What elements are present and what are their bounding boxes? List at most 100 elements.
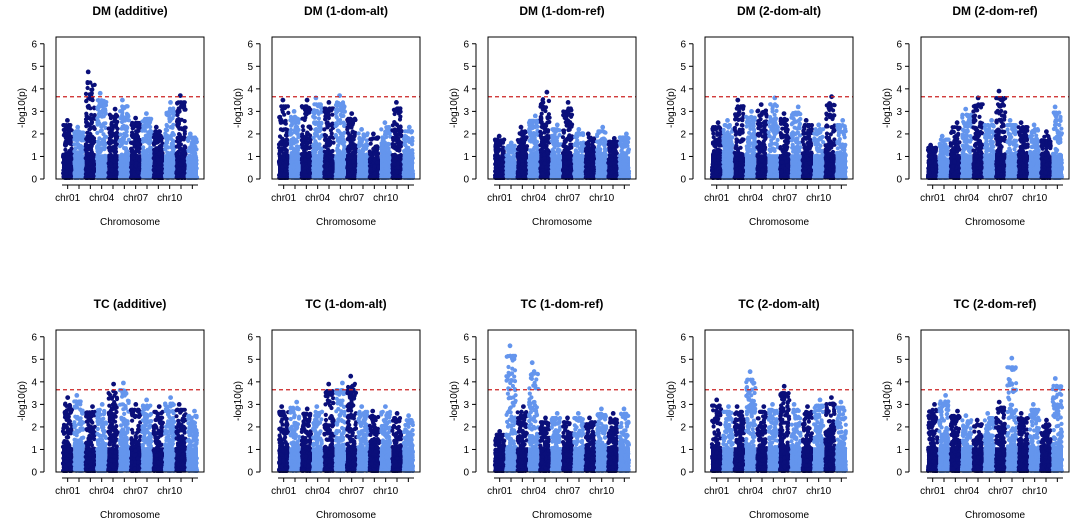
- snp-point: [375, 146, 380, 151]
- snp-point: [120, 137, 126, 142]
- snp-point: [511, 144, 516, 149]
- snp-point: [289, 122, 295, 127]
- snp-point: [95, 130, 100, 135]
- snp-point: [164, 140, 169, 146]
- snp-point: [381, 162, 386, 168]
- peak-snp-point: [394, 100, 399, 105]
- snp-point: [405, 169, 410, 174]
- chromosome-01-points: [276, 97, 291, 180]
- snp-point: [289, 152, 294, 157]
- snp-point: [313, 121, 318, 126]
- snp-point: [84, 98, 89, 103]
- snp-point: [352, 132, 357, 137]
- y-tick-label: 3: [31, 107, 37, 118]
- y-tick-label: 4: [31, 84, 37, 95]
- snp-point: [346, 149, 351, 154]
- y-tick-label: 4: [247, 84, 253, 95]
- snp-point: [294, 144, 300, 149]
- chromosome-05-points: [322, 100, 336, 180]
- snp-point: [293, 115, 299, 121]
- peak-snp-point: [120, 97, 125, 103]
- snp-point: [307, 160, 312, 165]
- x-axis-title: Chromosome: [316, 217, 376, 228]
- snp-point: [108, 161, 113, 166]
- snp-point: [517, 138, 522, 143]
- snp-point: [299, 158, 304, 163]
- snp-point: [392, 158, 397, 163]
- snp-point: [326, 147, 331, 152]
- snp-point: [371, 174, 376, 179]
- snp-point: [305, 141, 310, 146]
- peak-snp-point: [133, 115, 139, 121]
- snp-point: [334, 163, 340, 168]
- snp-point: [531, 173, 536, 179]
- snp-point: [303, 135, 308, 140]
- chromosome-07-points: [128, 115, 143, 180]
- snp-point: [67, 138, 72, 143]
- snp-point: [398, 125, 403, 130]
- snp-point: [395, 165, 400, 170]
- snp-point: [277, 115, 282, 120]
- snp-point: [530, 167, 535, 172]
- snp-point: [347, 134, 352, 139]
- snp-point: [506, 161, 511, 166]
- snp-point: [342, 121, 347, 127]
- snp-point: [531, 147, 536, 152]
- snp-point: [396, 107, 401, 113]
- snp-point: [506, 167, 511, 172]
- snp-point: [394, 169, 399, 175]
- snp-point: [113, 163, 118, 168]
- snp-point: [61, 123, 67, 128]
- peak-snp-point: [371, 131, 376, 137]
- snp-point: [140, 173, 145, 178]
- snp-point: [311, 142, 316, 147]
- snp-point: [303, 112, 309, 117]
- snp-point: [141, 149, 146, 154]
- snp-point: [73, 129, 78, 134]
- snp-point: [68, 158, 73, 163]
- snp-point: [91, 140, 96, 146]
- snp-point: [175, 174, 180, 179]
- snp-point: [118, 132, 123, 137]
- snp-point: [295, 170, 301, 175]
- x-tick-label: chr07: [339, 193, 364, 204]
- snp-point: [404, 145, 410, 150]
- snp-point: [372, 151, 377, 156]
- snp-point: [384, 166, 389, 171]
- snp-point: [62, 174, 67, 180]
- peak-snp-point: [65, 118, 70, 123]
- snp-point: [190, 146, 195, 151]
- snp-point: [324, 121, 329, 126]
- snp-point: [124, 150, 129, 155]
- snp-point: [334, 100, 340, 105]
- snp-point: [131, 149, 136, 154]
- snp-point: [94, 156, 100, 161]
- snp-point: [146, 118, 151, 123]
- snp-point: [337, 171, 342, 176]
- snp-point: [170, 173, 175, 178]
- snp-point: [109, 167, 114, 173]
- snp-point: [315, 169, 320, 174]
- snp-point: [142, 160, 147, 165]
- snp-point: [100, 99, 105, 105]
- snp-point: [334, 154, 339, 159]
- snp-point: [351, 159, 356, 164]
- snp-point: [163, 127, 168, 132]
- peak-snp-point: [291, 109, 297, 114]
- snp-point: [283, 133, 288, 138]
- peak-snp-point: [532, 113, 538, 119]
- snp-point: [515, 153, 521, 158]
- snp-point: [74, 150, 79, 155]
- snp-point: [348, 164, 353, 169]
- snp-point: [293, 149, 298, 154]
- snp-point: [77, 130, 82, 135]
- y-tick-label: 1: [247, 152, 253, 163]
- snp-point: [96, 111, 102, 116]
- snp-point: [294, 153, 299, 159]
- snp-point: [107, 136, 112, 141]
- snp-point: [288, 139, 293, 144]
- snp-point: [103, 154, 108, 159]
- chromosome-05-points: [106, 106, 120, 180]
